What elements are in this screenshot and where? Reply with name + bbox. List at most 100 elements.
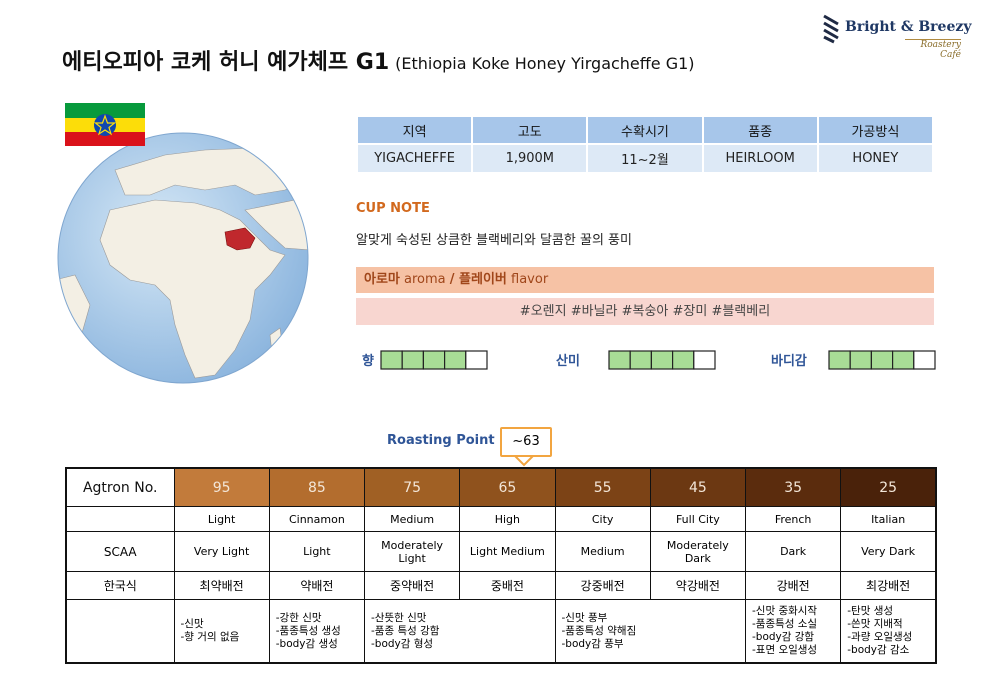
roast-name: City bbox=[554, 506, 651, 532]
roast-note: -신맛 풍부 -품종특성 약해짐 -body감 풍부 bbox=[554, 599, 746, 664]
scaa-label: SCAA bbox=[65, 531, 175, 572]
note-line: -body감 풍부 bbox=[561, 637, 624, 650]
rating-box-filled bbox=[608, 350, 631, 370]
roast-note: -강한 신맛 -품종특성 생성 -body감 생성 bbox=[268, 599, 366, 664]
note-line: -신맛 중화시작 bbox=[752, 605, 818, 617]
note-line: -산뜻한 신맛 bbox=[371, 611, 427, 624]
rating-label: 바디감 bbox=[771, 353, 807, 369]
info-header: 지역 bbox=[355, 115, 474, 145]
aroma-flavor-part: aroma bbox=[399, 272, 450, 287]
roast-note: -신맛 중화시작 -품종특성 소실 -body감 강함 -표면 오일생성 bbox=[744, 599, 842, 664]
rating-label: 향 bbox=[362, 353, 374, 369]
rating-box-empty bbox=[913, 350, 936, 370]
note-line: -강한 신맛 bbox=[275, 611, 322, 624]
scaa-value: Very Dark bbox=[840, 531, 937, 572]
agtron-value: 45 bbox=[649, 467, 747, 507]
roast-table: Agtron No. 95 85 75 65 55 45 35 25 Light Cinnamon… bbox=[65, 467, 937, 664]
roast-name: Italian bbox=[840, 506, 937, 532]
note-line: -과량 오일생성 bbox=[847, 631, 913, 643]
korean-value: 중배전 bbox=[459, 571, 556, 600]
rating-box-filled bbox=[422, 350, 446, 370]
rating-box-empty bbox=[465, 350, 488, 370]
korean-value: 최강배전 bbox=[840, 571, 937, 600]
rating-box-filled bbox=[849, 350, 873, 370]
roasting-point-label: Roasting Point bbox=[387, 433, 495, 448]
rating-box-filled bbox=[401, 350, 425, 370]
logo-name: Bright & Breezy bbox=[845, 19, 972, 35]
scaa-value: Medium bbox=[554, 531, 651, 572]
note-line: -품종특성 약해짐 bbox=[561, 624, 637, 637]
ratings: 향 산미 바디감 bbox=[362, 350, 936, 370]
roast-note: -산뜻한 신맛 -품종 특성 강함 -body감 형성 bbox=[364, 599, 556, 664]
info-header: 수확시기 bbox=[586, 115, 704, 145]
agtron-header: Agtron No. bbox=[65, 467, 175, 507]
flavor-tags: #오렌지 #바닐라 #복숭아 #장미 #블랙베리 bbox=[356, 298, 934, 325]
note-line: -탄맛 생성 bbox=[847, 605, 894, 617]
info-value: YIGACHEFFE bbox=[355, 143, 474, 174]
aroma-flavor-part: / 플레이버 bbox=[449, 272, 507, 287]
agtron-value: 35 bbox=[744, 467, 842, 507]
korean-value: 약배전 bbox=[268, 571, 366, 600]
note-line: -품종특성 생성 bbox=[275, 624, 341, 637]
scaa-value: Light Medium bbox=[459, 531, 556, 572]
info-header: 고도 bbox=[471, 115, 589, 145]
rating-box-filled bbox=[629, 350, 653, 370]
info-header: 가공방식 bbox=[816, 115, 935, 145]
info-value: HONEY bbox=[816, 143, 935, 174]
rating-box-filled bbox=[891, 350, 915, 370]
korean-label: 한국식 bbox=[65, 571, 175, 600]
info-value: 11~2월 bbox=[586, 143, 704, 174]
info-header: 품종 bbox=[701, 115, 819, 145]
aroma-flavor-part: flavor bbox=[506, 272, 549, 287]
note-line: -body감 강함 bbox=[752, 631, 815, 643]
rating-box-filled bbox=[650, 350, 674, 370]
agtron-value: 25 bbox=[840, 467, 937, 507]
scaa-value: Moderately Light bbox=[363, 531, 461, 572]
agtron-value: 65 bbox=[459, 467, 556, 507]
note-line: -body감 형성 bbox=[371, 637, 434, 650]
roast-note: -탄맛 생성 -쓴맛 지배적 -과량 오일생성 -body감 감소 bbox=[840, 599, 937, 664]
title: 에티오피아 코케 허니 예가체프 G1 bbox=[62, 50, 390, 75]
note-line: -body감 감소 bbox=[847, 644, 910, 656]
info-value: 1,900M bbox=[471, 143, 589, 174]
empty-cell bbox=[65, 506, 175, 532]
note-line: -쓴맛 지배적 bbox=[847, 618, 903, 630]
cup-note-label: CUP NOTE bbox=[356, 201, 430, 216]
korean-value: 중약배전 bbox=[363, 571, 461, 600]
aroma-flavor-bar: 아로마 aroma / 플레이버 flavor bbox=[356, 267, 934, 293]
agtron-value: 55 bbox=[554, 467, 651, 507]
empty-cell bbox=[65, 599, 175, 664]
roast-note: -신맛 -향 거의 없음 bbox=[173, 599, 270, 664]
agtron-value: 75 bbox=[363, 467, 461, 507]
scaa-value: Light bbox=[268, 531, 366, 572]
cup-note-description: 알맞게 숙성된 상큼한 블랙베리와 달콤한 꿀의 풍미 bbox=[356, 233, 632, 248]
subtitle: (Ethiopia Koke Honey Yirgacheffe G1) bbox=[395, 54, 695, 73]
korean-value: 강배전 bbox=[744, 571, 842, 600]
roast-name: Medium bbox=[363, 506, 461, 532]
rating-box-filled bbox=[444, 350, 467, 370]
roast-name: French bbox=[744, 506, 842, 532]
note-line: -표면 오일생성 bbox=[752, 644, 818, 656]
roast-name: Cinnamon bbox=[268, 506, 366, 532]
rating-box-filled bbox=[380, 350, 403, 370]
korean-value: 강중배전 bbox=[554, 571, 651, 600]
roasting-point-value: ~63 bbox=[500, 427, 552, 457]
aroma-flavor-part: 아로마 bbox=[364, 272, 400, 287]
info-table: 지역 고도 수확시기 품종 가공방식 YIGACHEFFE 1,900M 11~2월 HEIR… bbox=[355, 115, 935, 174]
note-line: -품종 특성 강함 bbox=[371, 624, 440, 637]
note-line: -body감 생성 bbox=[275, 637, 338, 650]
rating-box-filled bbox=[828, 350, 851, 370]
logo-tagline: Roastery Café bbox=[905, 39, 961, 60]
logo-icon bbox=[823, 14, 839, 44]
note-line: -신맛 bbox=[180, 618, 204, 630]
roast-name: Full City bbox=[649, 506, 747, 532]
rating-box-empty bbox=[693, 350, 716, 370]
agtron-value: 85 bbox=[268, 467, 366, 507]
rating-box-filled bbox=[671, 350, 695, 370]
note-line: -품종특성 소실 bbox=[752, 618, 818, 630]
roast-name: High bbox=[459, 506, 556, 532]
roast-name: Light bbox=[173, 506, 270, 532]
rating-label: 산미 bbox=[556, 353, 580, 369]
agtron-value: 95 bbox=[173, 467, 270, 507]
